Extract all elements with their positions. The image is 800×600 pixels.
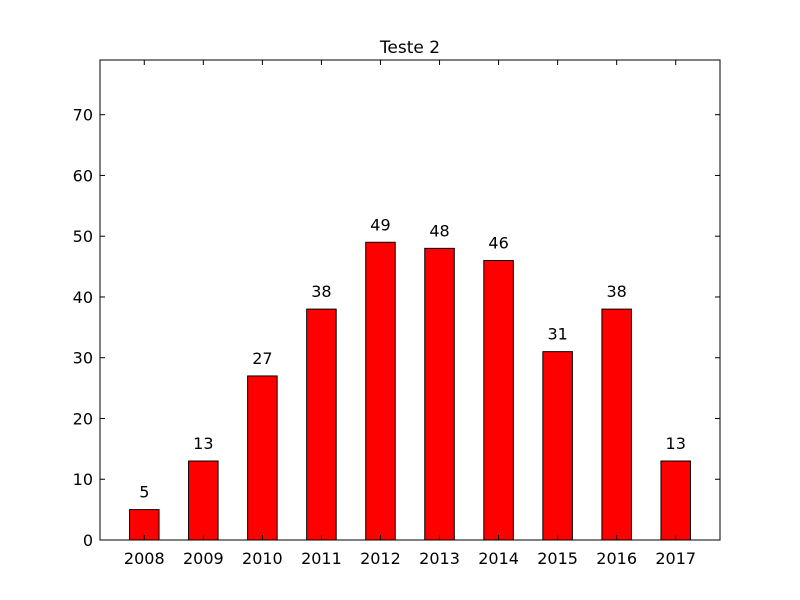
y-tick-label-70: 70	[73, 106, 93, 125]
bar-2008	[129, 509, 160, 541]
bar-2011	[306, 308, 337, 541]
bar-2012	[365, 241, 396, 541]
x-tick-label-2013: 2013	[419, 549, 460, 568]
x-tick-label-2015: 2015	[537, 549, 578, 568]
bar-2016	[601, 308, 632, 541]
x-axis: 2008 2009 2010 2011 2012 2013 2014 2015 2016 2017	[124, 60, 696, 568]
x-tick-label-2014: 2014	[478, 549, 519, 568]
y-tick-label-20: 20	[73, 409, 93, 428]
y-tick-label-60: 60	[73, 166, 93, 185]
y-tick-label-10: 10	[73, 470, 93, 489]
chart-title: Teste 2	[379, 38, 440, 58]
value-label-2016: 38	[606, 282, 626, 301]
y-tick-label-50: 50	[73, 227, 93, 246]
value-labels-group: 5 13 27 38 49 48 46 31 38 13	[139, 215, 686, 501]
x-tick-label-2011: 2011	[301, 549, 342, 568]
x-tick-label-2017: 2017	[655, 549, 696, 568]
value-label-2008: 5	[139, 483, 149, 502]
x-tick-label-2009: 2009	[183, 549, 224, 568]
bar-2014	[483, 260, 514, 541]
value-label-2011: 38	[311, 282, 331, 301]
y-tick-label-40: 40	[73, 288, 93, 307]
bar-2010	[247, 375, 278, 541]
y-axis: 0 10 20 30 40 50 60 70	[73, 106, 720, 550]
value-label-2015: 31	[547, 325, 567, 344]
x-tick-label-2012: 2012	[360, 549, 401, 568]
x-tick-label-2010: 2010	[242, 549, 283, 568]
bar-2017	[660, 460, 691, 541]
x-tick-label-2008: 2008	[124, 549, 165, 568]
y-tick-label-0: 0	[83, 531, 93, 550]
value-label-2014: 46	[488, 234, 508, 253]
bars-group	[129, 241, 691, 541]
value-label-2010: 27	[252, 349, 272, 368]
value-label-2012: 49	[370, 215, 390, 234]
value-label-2009: 13	[193, 434, 213, 453]
value-label-2017: 13	[666, 434, 686, 453]
bar-2013	[424, 247, 455, 541]
plot-frame	[99, 59, 721, 541]
bar-2009	[188, 460, 219, 541]
x-tick-label-2016: 2016	[596, 549, 637, 568]
y-tick-label-30: 30	[73, 349, 93, 368]
value-label-2013: 48	[429, 221, 449, 240]
bar-2015	[542, 351, 573, 541]
